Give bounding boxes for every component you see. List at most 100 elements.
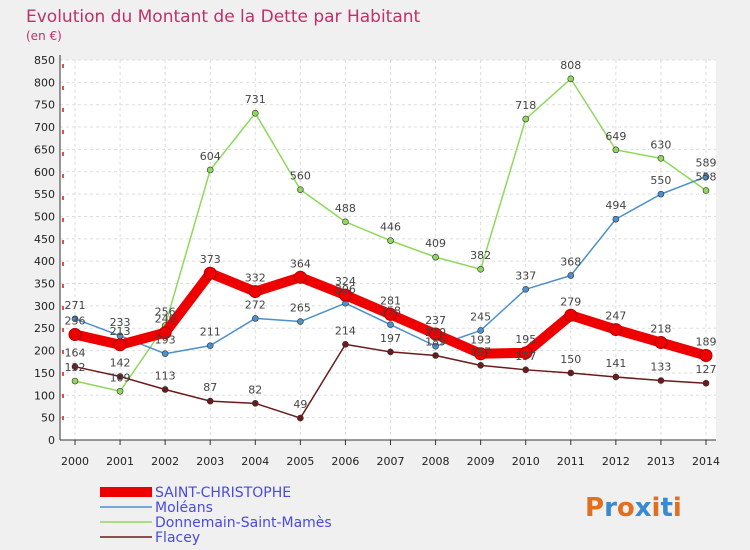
data-label: 150 bbox=[560, 353, 581, 366]
x-tick-label: 2001 bbox=[106, 455, 134, 468]
data-label: 214 bbox=[335, 324, 356, 337]
legend-label: Moléans bbox=[155, 500, 213, 516]
y-tick-label: 550 bbox=[34, 188, 55, 201]
axis-decoration bbox=[62, 284, 64, 288]
data-label: 189 bbox=[696, 336, 717, 349]
data-label: 272 bbox=[245, 298, 266, 311]
data-point bbox=[564, 308, 578, 322]
data-label: 718 bbox=[515, 99, 536, 112]
data-point bbox=[432, 253, 439, 261]
data-point bbox=[248, 285, 262, 299]
x-tick-label: 2008 bbox=[422, 455, 450, 468]
y-tick-label: 0 bbox=[48, 434, 55, 447]
data-point bbox=[206, 342, 214, 349]
data-point bbox=[567, 75, 575, 83]
data-label: 649 bbox=[605, 130, 626, 143]
data-label: 247 bbox=[605, 310, 626, 323]
data-point bbox=[567, 272, 575, 279]
x-tick-label: 2004 bbox=[241, 455, 269, 468]
data-label: 142 bbox=[110, 357, 131, 370]
data-label: 281 bbox=[380, 294, 401, 307]
axis-decoration bbox=[62, 416, 64, 420]
axes: 0 50 100 150 200 250 300 350 400 450 500 550 600 650 7… bbox=[34, 54, 720, 468]
logo-letter: o bbox=[617, 493, 635, 523]
data-point bbox=[387, 237, 394, 244]
data-point bbox=[203, 266, 217, 280]
data-label: 306 bbox=[335, 283, 356, 296]
data-label: 604 bbox=[200, 150, 221, 163]
data-label: 141 bbox=[605, 357, 626, 370]
x-tick-label: 2005 bbox=[286, 455, 314, 468]
data-point bbox=[116, 373, 124, 380]
data-point bbox=[657, 155, 665, 162]
data-label: 233 bbox=[110, 316, 131, 329]
plot-area bbox=[60, 60, 716, 440]
series-layer bbox=[68, 75, 713, 422]
x-tick-label: 2002 bbox=[151, 455, 179, 468]
data-label: 211 bbox=[200, 326, 221, 339]
y-tick-label: 50 bbox=[41, 412, 55, 425]
x-tick-label: 2003 bbox=[196, 455, 224, 468]
data-label: 87 bbox=[203, 381, 217, 394]
data-label: 133 bbox=[650, 361, 671, 374]
data-point bbox=[657, 377, 665, 384]
y-tick-label: 600 bbox=[34, 166, 55, 179]
data-label: 808 bbox=[560, 59, 581, 72]
data-label: 560 bbox=[290, 170, 311, 183]
axis-decoration bbox=[62, 372, 64, 376]
axis-decoration bbox=[62, 394, 64, 398]
data-label: 731 bbox=[245, 93, 266, 106]
x-tick-label: 2007 bbox=[377, 455, 405, 468]
data-point bbox=[161, 386, 169, 393]
series-flacey bbox=[71, 341, 710, 422]
data-point bbox=[206, 166, 214, 174]
x-tick-label: 2009 bbox=[467, 455, 495, 468]
data-point bbox=[477, 327, 484, 334]
data-label: 364 bbox=[290, 257, 311, 270]
data-point bbox=[116, 387, 124, 395]
x-tick-label: 2013 bbox=[647, 455, 675, 468]
data-label: 265 bbox=[290, 302, 311, 315]
data-label: 113 bbox=[155, 369, 176, 382]
data-point bbox=[113, 338, 127, 352]
axis-decoration bbox=[62, 64, 64, 68]
axis-decoration bbox=[62, 196, 64, 200]
y-tick-label: 150 bbox=[34, 367, 55, 380]
data-point bbox=[384, 307, 397, 321]
data-point bbox=[429, 327, 443, 341]
data-label: 324 bbox=[335, 275, 356, 288]
axis-decoration bbox=[62, 130, 64, 134]
y-tick-label: 850 bbox=[34, 54, 55, 67]
series-mol-ans bbox=[71, 173, 710, 358]
data-label: 218 bbox=[650, 323, 671, 336]
data-point bbox=[702, 379, 710, 387]
data-point bbox=[387, 321, 394, 328]
data-label: 446 bbox=[380, 221, 401, 234]
x-tick-label: 2012 bbox=[602, 455, 630, 468]
chart-title: Evolution du Montant de la Dette par Hab… bbox=[26, 7, 421, 27]
data-label: 382 bbox=[470, 249, 491, 262]
data-label: 49 bbox=[293, 398, 307, 411]
y-tick-label: 750 bbox=[34, 99, 55, 112]
y-tick-label: 800 bbox=[34, 76, 55, 89]
data-point bbox=[297, 318, 304, 325]
data-point bbox=[338, 288, 352, 302]
data-point bbox=[702, 173, 710, 180]
data-point bbox=[612, 215, 620, 223]
series-donnemain-saint-mam-s bbox=[71, 75, 710, 395]
axis-decoration bbox=[62, 240, 64, 244]
data-label: 193 bbox=[155, 334, 176, 347]
data-label: 279 bbox=[560, 295, 581, 308]
data-point bbox=[699, 349, 713, 363]
data-point bbox=[71, 363, 79, 370]
data-point bbox=[387, 348, 394, 356]
data-point bbox=[71, 315, 79, 323]
data-label: 195 bbox=[515, 333, 536, 346]
data-point bbox=[477, 362, 484, 369]
data-label: 237 bbox=[425, 314, 446, 327]
data-label: 256 bbox=[155, 306, 176, 319]
data-point bbox=[432, 342, 439, 350]
data-point bbox=[612, 146, 620, 154]
y-tick-label: 100 bbox=[34, 389, 55, 402]
data-label: 337 bbox=[515, 269, 536, 282]
